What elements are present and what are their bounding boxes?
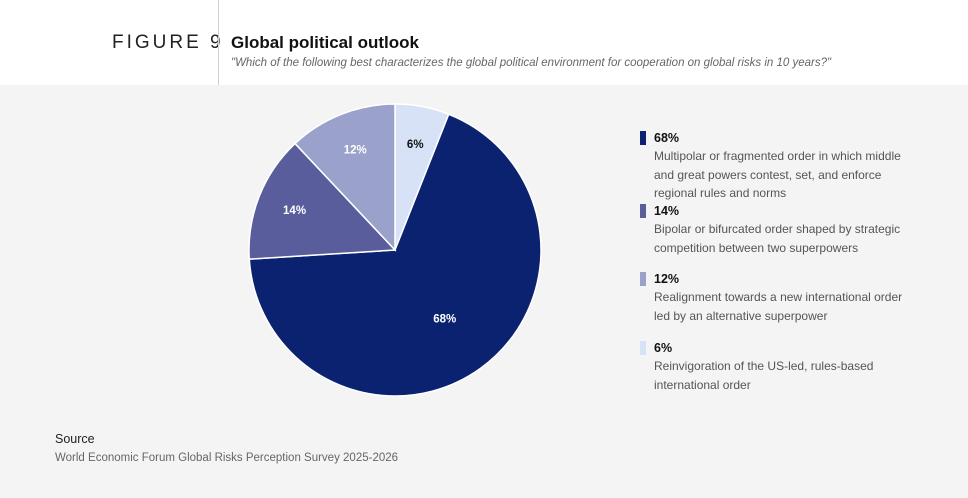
chart-subtitle: "Which of the following best characteriz… — [231, 57, 832, 69]
legend-swatch — [640, 272, 646, 286]
legend-text-line: international order — [654, 377, 751, 392]
legend-text-line: led by an alternative superpower — [654, 308, 828, 323]
chart-title: Global political outlook — [231, 33, 419, 52]
legend-value: 14% — [654, 204, 680, 218]
legend-text-line: Reinvigoration of the US-led, rules-base… — [654, 359, 874, 373]
pie-slice-label: 14% — [283, 205, 306, 217]
figure-label: FIGURE 9 — [112, 32, 224, 53]
legend-item-reinvigoration: 6% Reinvigoration of the US-led, rules-b… — [640, 339, 940, 394]
pie-slice-label: 6% — [407, 139, 424, 151]
legend-item-realignment: 12% Realignment towards a new internatio… — [640, 270, 940, 339]
header-divider — [218, 0, 219, 85]
legend-swatch — [640, 204, 646, 218]
source-text: World Economic Forum Global Risks Percep… — [55, 452, 399, 464]
legend-text-line: regional rules and norms — [654, 186, 787, 200]
source-label: Source — [55, 432, 95, 446]
legend-text-line: competition between two superpowers — [654, 240, 859, 255]
pie-slice-label: 68% — [433, 314, 456, 326]
legend-item-multipolar: 68% Multipolar or fragmented order in wh… — [640, 129, 940, 202]
legend-item-bipolar: 14% Bipolar or bifurcated order shaped b… — [640, 202, 940, 270]
legend-swatch — [640, 341, 646, 355]
pie-slice — [248, 113, 542, 397]
pie-slice — [293, 103, 396, 252]
legend-value: 12% — [654, 272, 680, 286]
legend-value: 68% — [654, 131, 680, 145]
pie-slice-label: 12% — [344, 145, 367, 157]
legend-text-line: Multipolar or fragmented order in which … — [654, 149, 901, 163]
legend-text-line: Realignment towards a new international … — [654, 290, 903, 304]
legend-value: 6% — [654, 341, 673, 355]
figure-header: FIGURE 9 Global political outlook "Which… — [0, 0, 968, 85]
chart-legend: 68% Multipolar or fragmented order in wh… — [640, 129, 940, 394]
pie-slice — [248, 142, 397, 260]
legend-text-line: Bipolar or bifurcated order shaped by st… — [654, 222, 901, 236]
legend-swatch — [640, 131, 646, 145]
pie-chart: 6% 68% 14% 12% — [248, 103, 542, 397]
legend-text-line: and great powers contest, set, and enfor… — [654, 167, 882, 182]
